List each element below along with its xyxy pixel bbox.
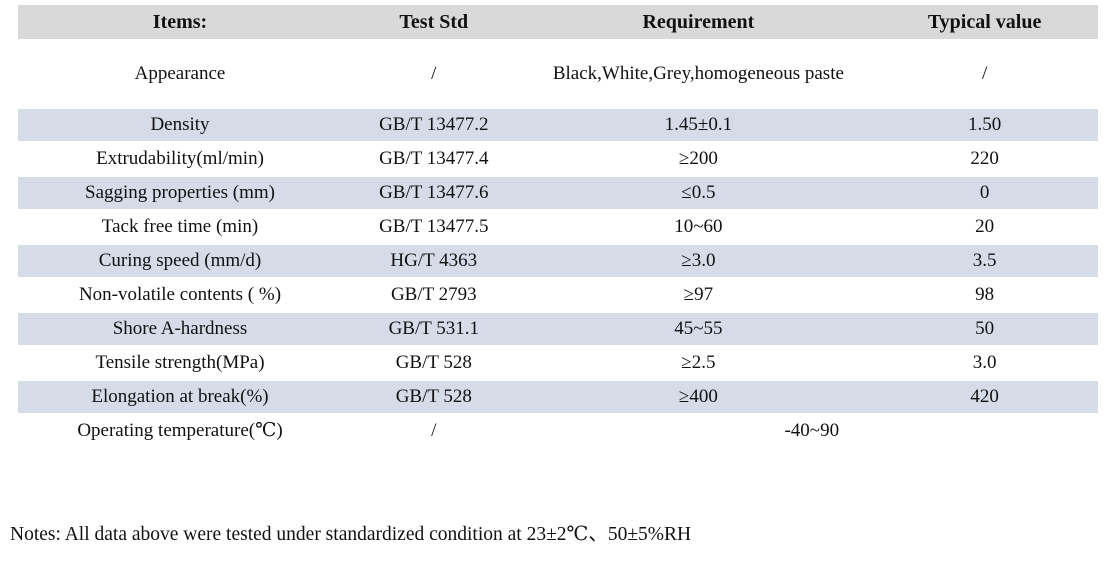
cell-item: Density	[18, 108, 342, 143]
table-row: Curing speed (mm/d) HG/T 4363 ≥3.0 3.5	[18, 244, 1098, 279]
cell-item: Sagging properties (mm)	[18, 176, 342, 211]
cell-item: Operating temperature(℃)	[18, 414, 342, 449]
cell-item: Elongation at break(%)	[18, 380, 342, 415]
cell-typical-value: 0	[871, 176, 1098, 211]
table-row: Extrudability(ml/min) GB/T 13477.4 ≥200 220	[18, 142, 1098, 177]
table-row: Density GB/T 13477.2 1.45±0.1 1.50	[18, 108, 1098, 143]
cell-typical-value: 98	[871, 278, 1098, 313]
table-row: Elongation at break(%) GB/T 528 ≥400 420	[18, 380, 1098, 415]
table-header-row: Items: Test Std Requirement Typical valu…	[18, 5, 1098, 41]
cell-requirement: ≥400	[525, 380, 872, 415]
cell-requirement: ≥97	[525, 278, 872, 313]
cell-test-std: GB/T 531.1	[342, 312, 526, 347]
spec-table-body: Appearance / Black,White,Grey,homogeneous …	[18, 40, 1098, 449]
cell-test-std: GB/T 13477.4	[342, 142, 526, 177]
cell-typical-value: 220	[871, 142, 1098, 177]
cell-typical-value: 50	[871, 312, 1098, 347]
col-header-items: Items:	[18, 5, 342, 41]
cell-item: Tensile strength(MPa)	[18, 346, 342, 381]
cell-typical-value: 3.5	[871, 244, 1098, 279]
spec-table: Items: Test Std Requirement Typical valu…	[18, 5, 1098, 449]
table-row: Appearance / Black,White,Grey,homogeneous …	[18, 40, 1098, 109]
cell-typical-value: 3.0	[871, 346, 1098, 381]
cell-typical-value: 20	[871, 210, 1098, 245]
cell-requirement-text: Black,White,Grey,homogeneous paste	[552, 63, 844, 85]
cell-requirement: -40~90	[525, 414, 1098, 449]
cell-requirement: ≥3.0	[525, 244, 872, 279]
col-header-requirement: Requirement	[525, 5, 872, 41]
cell-requirement: Black,White,Grey,homogeneous paste	[525, 40, 872, 109]
col-header-typical-value: Typical value	[871, 5, 1098, 41]
table-row: Sagging properties (mm) GB/T 13477.6 ≤0.5 0	[18, 176, 1098, 211]
cell-requirement: 10~60	[525, 210, 872, 245]
table-row: Tensile strength(MPa) GB/T 528 ≥2.5 3.0	[18, 346, 1098, 381]
cell-typical-value: 1.50	[871, 108, 1098, 143]
cell-test-std: /	[342, 40, 526, 109]
cell-requirement: ≥200	[525, 142, 872, 177]
cell-item: Extrudability(ml/min)	[18, 142, 342, 177]
table-row: Shore A-hardness GB/T 531.1 45~55 50	[18, 312, 1098, 347]
cell-test-std: GB/T 528	[342, 346, 526, 381]
cell-test-std: GB/T 13477.5	[342, 210, 526, 245]
cell-requirement: ≤0.5	[525, 176, 872, 211]
table-row: Operating temperature(℃) / -40~90	[18, 414, 1098, 449]
cell-requirement: 1.45±0.1	[525, 108, 872, 143]
cell-test-std: GB/T 528	[342, 380, 526, 415]
cell-typical-value: 420	[871, 380, 1098, 415]
cell-requirement: 45~55	[525, 312, 872, 347]
cell-typical-value: /	[871, 40, 1098, 109]
cell-item: Appearance	[18, 40, 342, 109]
cell-test-std: GB/T 13477.6	[342, 176, 526, 211]
cell-test-std: GB/T 13477.2	[342, 108, 526, 143]
cell-item: Curing speed (mm/d)	[18, 244, 342, 279]
notes-text: Notes: All data above were tested under …	[10, 524, 692, 545]
cell-test-std: GB/T 2793	[342, 278, 526, 313]
cell-requirement: ≥2.5	[525, 346, 872, 381]
table-row: Non-volatile contents ( %) GB/T 2793 ≥97 98	[18, 278, 1098, 313]
table-row: Tack free time (min) GB/T 13477.5 10~60 20	[18, 210, 1098, 245]
cell-test-std: /	[342, 414, 526, 449]
cell-item: Tack free time (min)	[18, 210, 342, 245]
cell-test-std: HG/T 4363	[342, 244, 526, 279]
document-page: Items: Test Std Requirement Typical valu…	[0, 5, 1120, 566]
col-header-test-std: Test Std	[342, 5, 526, 41]
cell-item: Non-volatile contents ( %)	[18, 278, 342, 313]
cell-item: Shore A-hardness	[18, 312, 342, 347]
